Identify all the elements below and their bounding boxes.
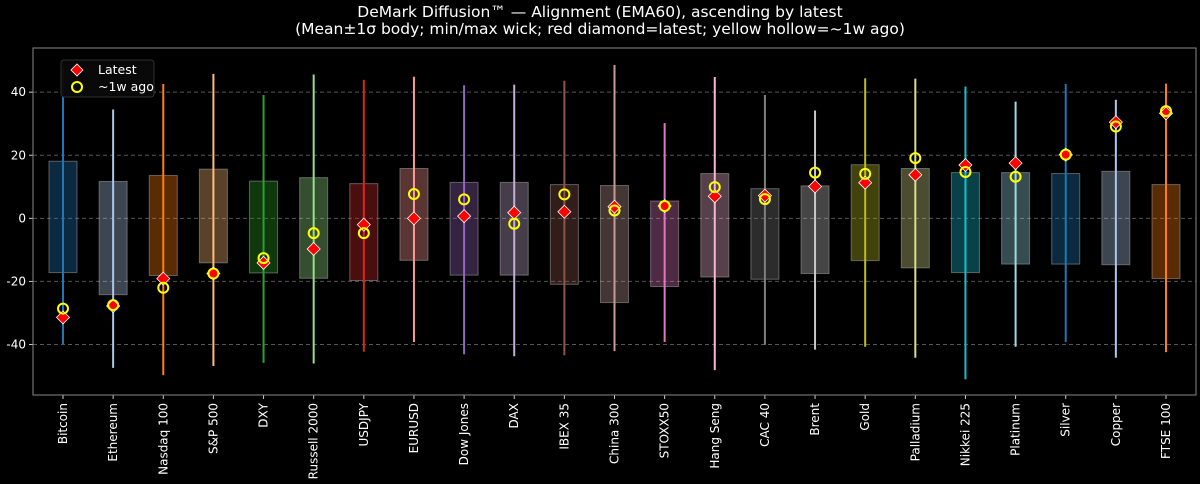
prev-marker-0 [57,302,69,315]
x-tick-label: USDJPY [357,402,371,446]
prev-marker-3 [207,267,220,280]
legend-prev-label: ~1w ago [98,79,154,94]
x-tick-label: Brent [808,403,822,436]
y-tick-label: -40 [6,338,26,352]
legend-box [60,59,155,98]
latest-marker-10 [557,204,572,219]
prev-marker-6 [357,227,370,240]
y-axis: -40 -20 0 20 40 [6,85,33,352]
x-tick-label: Nikkei 225 [958,403,972,466]
latest-marker-11 [607,199,622,214]
x-tick-label: DAX [507,403,521,428]
prev-marker-18 [959,165,972,178]
plot-frame [32,47,1197,396]
prev-marker-21 [1109,120,1122,133]
x-axis: Bitcoin Ethereum Nasdaq 100 S&P 500 DXY Russe… [56,395,1173,479]
x-tick-label: Ethereum [106,403,120,462]
x-tick-label: EURUSD [407,403,421,453]
x-tick-label: STOXX50 [658,403,672,458]
latest-marker-17 [908,167,923,182]
prev-marker-9 [508,217,521,230]
x-tick-label: CAC 40 [758,403,772,447]
legend: Latest ~1w ago [60,59,155,98]
legend-latest-label: Latest [98,62,137,77]
x-tick-label: Silver [1059,403,1073,437]
latest-marker-15 [807,179,823,194]
y-tick-label: 0 [18,211,26,225]
prev-marker-5 [307,227,320,240]
y-tick-label: 20 [11,148,26,162]
prev-marker-4 [257,252,270,265]
x-tick-label: Russell 2000 [307,403,321,479]
prev-marker-19 [1009,170,1022,183]
latest-marker-7 [406,211,422,226]
prev-marker-12 [658,200,671,213]
x-tick-label: DXY [257,402,271,427]
chart-title: DeMark Diffusion™ — Alignment (EMA60), a… [357,3,842,21]
y-tick-label: -20 [6,274,26,288]
latest-marker-13 [707,189,722,204]
latest-marker-8 [457,209,472,224]
prev-marker-1 [107,299,120,312]
prev-marker-14 [758,193,771,206]
x-tick-label: S&P 500 [206,403,220,454]
y-tick-label: 40 [11,85,26,99]
prev-marker-2 [157,281,170,294]
x-tick-label: Nasdaq 100 [156,403,170,475]
x-tick-label: Dow Jones [457,403,471,465]
latest-marker-6 [356,217,371,232]
x-tick-label: Copper [1109,403,1123,446]
latest-marker-5 [306,241,321,257]
x-tick-label: Hang Seng [708,403,722,469]
x-tick-label: Palladium [908,403,922,461]
legend-prev-circle-icon [71,81,83,93]
x-tick-label: China 300 [608,403,622,464]
x-tick-label: Platinum [1009,403,1023,456]
prev-marker-20 [1059,148,1072,161]
plot-marks [48,65,1181,380]
prev-marker-7 [407,188,420,201]
prev-marker-22 [1160,105,1172,118]
chart-subtitle: (Mean±1σ body; min/max wick; red diamond… [295,20,905,38]
latest-marker-16 [858,175,873,190]
prev-marker-15 [809,166,822,179]
prev-marker-13 [708,181,721,194]
x-tick-label: IBEX 35 [557,403,571,450]
latest-marker-0 [55,310,71,325]
prev-marker-17 [909,152,922,165]
prev-marker-16 [859,167,872,180]
prev-marker-11 [608,204,621,217]
latest-marker-14 [757,188,772,203]
prev-marker-8 [458,193,471,206]
prev-marker-10 [558,188,571,201]
legend-latest-diamond-icon [70,63,84,77]
x-tick-label: Bitcoin [56,403,70,444]
x-tick-label: FTSE 100 [1159,403,1173,459]
latest-marker-19 [1008,156,1023,171]
x-tick-label: Gold [858,403,872,431]
latest-marker-2 [156,271,171,286]
